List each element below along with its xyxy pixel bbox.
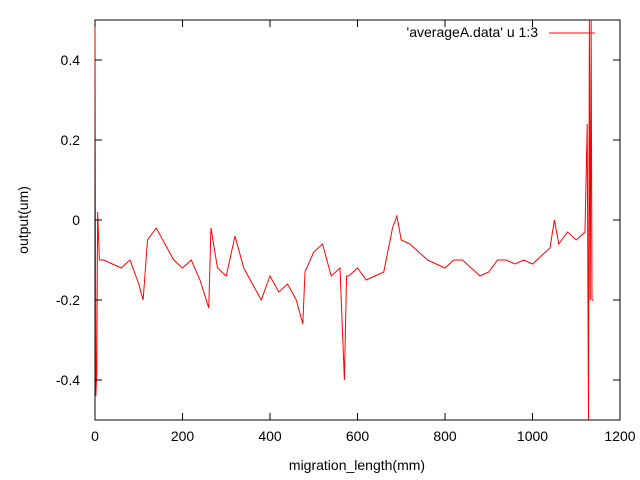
plot-frame-group <box>94 19 621 421</box>
x-tick-label: 800 <box>433 428 457 444</box>
x-ticks: 0 200 400 600 800 1000 1200 <box>91 20 636 444</box>
y-tick-label: 0.2 <box>61 132 81 148</box>
series-group <box>94 19 594 421</box>
x-tick-label: 400 <box>258 428 282 444</box>
y-tick-label: -0.2 <box>56 292 80 308</box>
series-line <box>94 19 594 421</box>
x-tick-label: 1000 <box>517 428 548 444</box>
x-tick-label: 0 <box>91 428 99 444</box>
y-tick-label: 0.4 <box>61 52 81 68</box>
legend-label: 'averageA.data' u 1:3 <box>407 24 539 40</box>
y-axis-label: output(um) <box>15 186 31 254</box>
y-tick-label: 0 <box>72 212 80 228</box>
x-tick-label: 600 <box>346 428 370 444</box>
x-tick-label: 1200 <box>604 428 635 444</box>
x-tick-label: 200 <box>171 428 195 444</box>
y-tick-label: -0.4 <box>56 372 80 388</box>
plot-frame <box>94 19 621 421</box>
y-ticks: -0.4 -0.2 0 0.2 0.4 <box>56 52 620 388</box>
x-axis-label: migration_length(mm) <box>289 457 425 473</box>
legend: 'averageA.data' u 1:3 <box>407 24 595 40</box>
